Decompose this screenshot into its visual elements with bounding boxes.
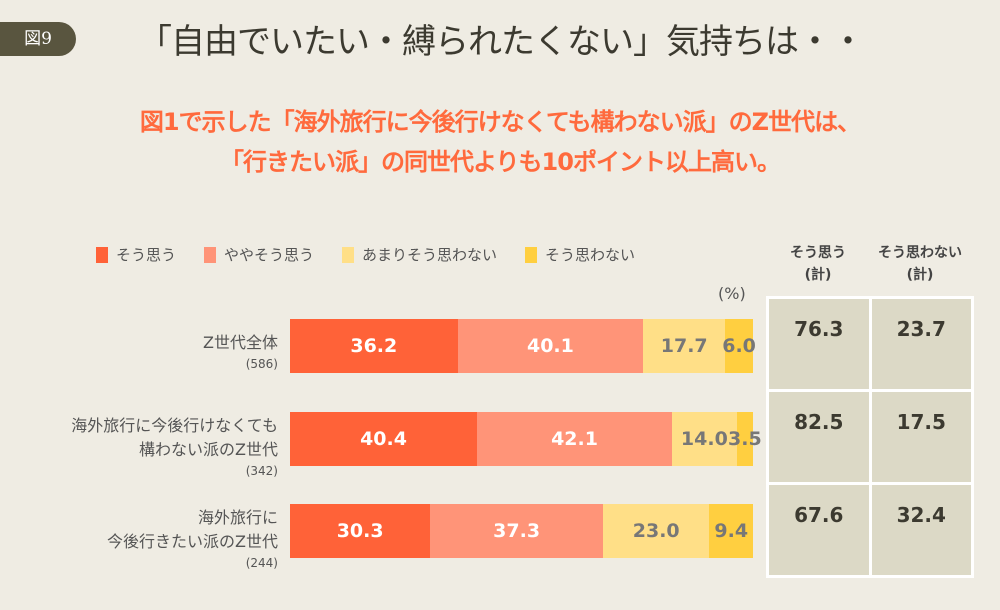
subtitle-line-2: 「行きたい派」の同世代よりも10ポイント以上高い。 xyxy=(220,148,781,176)
bar-segment: 17.7 xyxy=(643,319,726,373)
subtitle-line-1: 図1で示した「海外旅行に今後行けなくても構わない派」のZ世代は、 xyxy=(139,108,861,136)
bar-segment: 37.3 xyxy=(430,504,603,558)
bar-segment: 23.0 xyxy=(602,504,710,558)
table-cell: 17.5 xyxy=(871,392,971,482)
legend-item: ややそう思う xyxy=(204,244,314,265)
legend-label: そう思う xyxy=(116,246,177,264)
table-header-agree: そう思う (計) xyxy=(790,245,846,283)
legend-swatch xyxy=(204,246,217,263)
figure-badge: 図9 xyxy=(0,22,76,56)
table-cell: 23.7 xyxy=(871,299,971,389)
category-label: Z世代全体 (586) xyxy=(203,333,278,371)
category-label: 海外旅行に 今後行きたい派のZ世代 (244) xyxy=(107,508,278,570)
bar-segment: 30.3 xyxy=(290,504,431,558)
legend: そう思う ややそう思う あまりそう思わない そう思わない xyxy=(96,244,635,265)
bar-segment: 6.0 xyxy=(722,319,756,373)
legend-item: あまりそう思わない xyxy=(342,244,497,265)
legend-label: あまりそう思わない xyxy=(362,246,498,264)
legend-swatch xyxy=(96,246,108,263)
totals-table: 76.3 23.7 82.5 17.5 67.6 32.4 xyxy=(766,296,974,578)
legend-item: そう思わない xyxy=(525,244,635,265)
legend-item: そう思う xyxy=(96,244,176,265)
table-cell: 67.6 xyxy=(769,485,869,575)
legend-label: そう思わない xyxy=(545,246,636,264)
legend-swatch xyxy=(525,246,538,263)
bar-segment: 9.4 xyxy=(709,504,753,558)
stacked-bar: 30.3 37.3 23.0 9.4 xyxy=(290,504,753,558)
bar-segment: 42.1 xyxy=(477,412,672,466)
bar-segment: 14.0 xyxy=(671,412,737,466)
table-header-disagree: そう思わない (計) xyxy=(878,245,962,283)
bar-segment: 40.4 xyxy=(290,412,478,466)
bar-segment: 3.5 xyxy=(728,412,762,466)
stacked-bar: 36.2 40.1 17.7 6.0 xyxy=(290,319,756,373)
table-cell: 76.3 xyxy=(769,299,869,389)
chart-title: 「自由でいたい・縛られたくない」気持ちは・・ xyxy=(138,22,865,62)
legend-label: ややそう思う xyxy=(224,246,315,264)
unit-label: (%) xyxy=(718,284,746,303)
table-cell: 32.4 xyxy=(871,485,971,575)
stacked-bar: 40.4 42.1 14.0 3.5 xyxy=(290,412,762,466)
table-cell: 82.5 xyxy=(769,392,869,482)
legend-swatch xyxy=(342,246,355,263)
bar-segment: 36.2 xyxy=(290,319,458,373)
category-label: 海外旅行に今後行けなくても 構わない派のZ世代 (342) xyxy=(71,416,278,478)
bar-segment: 40.1 xyxy=(457,319,644,373)
